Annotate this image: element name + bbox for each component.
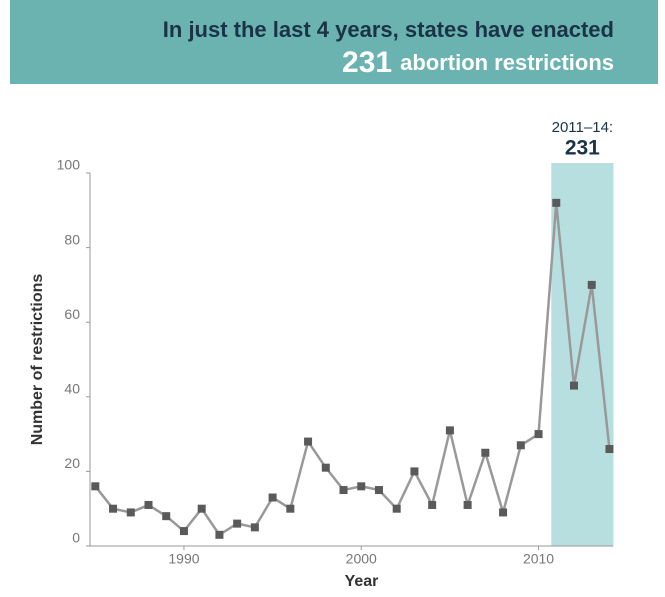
title-rest: abortion restrictions xyxy=(400,50,614,75)
point-marker xyxy=(304,437,313,446)
point-marker xyxy=(233,519,242,528)
y-tick-label: 20 xyxy=(64,455,80,471)
point-marker xyxy=(552,198,561,207)
point-marker xyxy=(91,482,100,491)
y-tick-label: 60 xyxy=(64,306,80,322)
highlight-band xyxy=(551,163,614,546)
point-marker xyxy=(109,504,118,513)
chart-title: In just the last 4 years, states have en… xyxy=(163,17,614,42)
point-marker xyxy=(445,426,454,435)
point-marker xyxy=(534,430,543,439)
y-tick-label: 100 xyxy=(57,157,81,173)
point-marker xyxy=(162,512,171,521)
x-axis-label: Year xyxy=(345,573,379,590)
point-marker xyxy=(339,486,348,495)
series-line xyxy=(94,202,611,537)
point-marker xyxy=(321,463,330,472)
point-marker xyxy=(374,486,383,495)
point-marker xyxy=(357,482,366,491)
point-marker xyxy=(569,381,578,390)
point-marker xyxy=(605,445,614,454)
point-marker xyxy=(481,448,490,457)
point-marker xyxy=(428,500,437,509)
title-number: 231 xyxy=(342,46,392,79)
y-tick-label: 80 xyxy=(64,231,80,247)
x-tick-label: 1990 xyxy=(168,551,199,567)
chart-subtitle: 231 abortion restrictions xyxy=(342,46,614,79)
point-marker xyxy=(126,508,135,517)
highlight-label: 2011–14: xyxy=(552,119,613,136)
point-marker xyxy=(463,500,472,509)
y-tick-label: 40 xyxy=(64,381,80,397)
x-tick-label: 2000 xyxy=(346,551,377,567)
point-marker xyxy=(250,523,259,532)
x-tick-label: 2010 xyxy=(523,551,554,567)
point-marker xyxy=(587,280,596,289)
point-marker xyxy=(286,504,295,513)
y-tick-label: 0 xyxy=(72,530,80,546)
point-marker xyxy=(197,504,206,513)
point-marker xyxy=(410,467,419,476)
point-marker xyxy=(392,504,401,513)
point-marker xyxy=(215,530,224,539)
highlight-total: 231 xyxy=(565,137,600,160)
y-axis-label: Number of restrictions xyxy=(29,274,46,446)
point-marker xyxy=(268,493,277,502)
point-marker xyxy=(179,527,188,536)
point-marker xyxy=(516,441,525,450)
point-marker xyxy=(144,500,153,509)
point-marker xyxy=(499,508,508,517)
header-band xyxy=(10,0,658,84)
